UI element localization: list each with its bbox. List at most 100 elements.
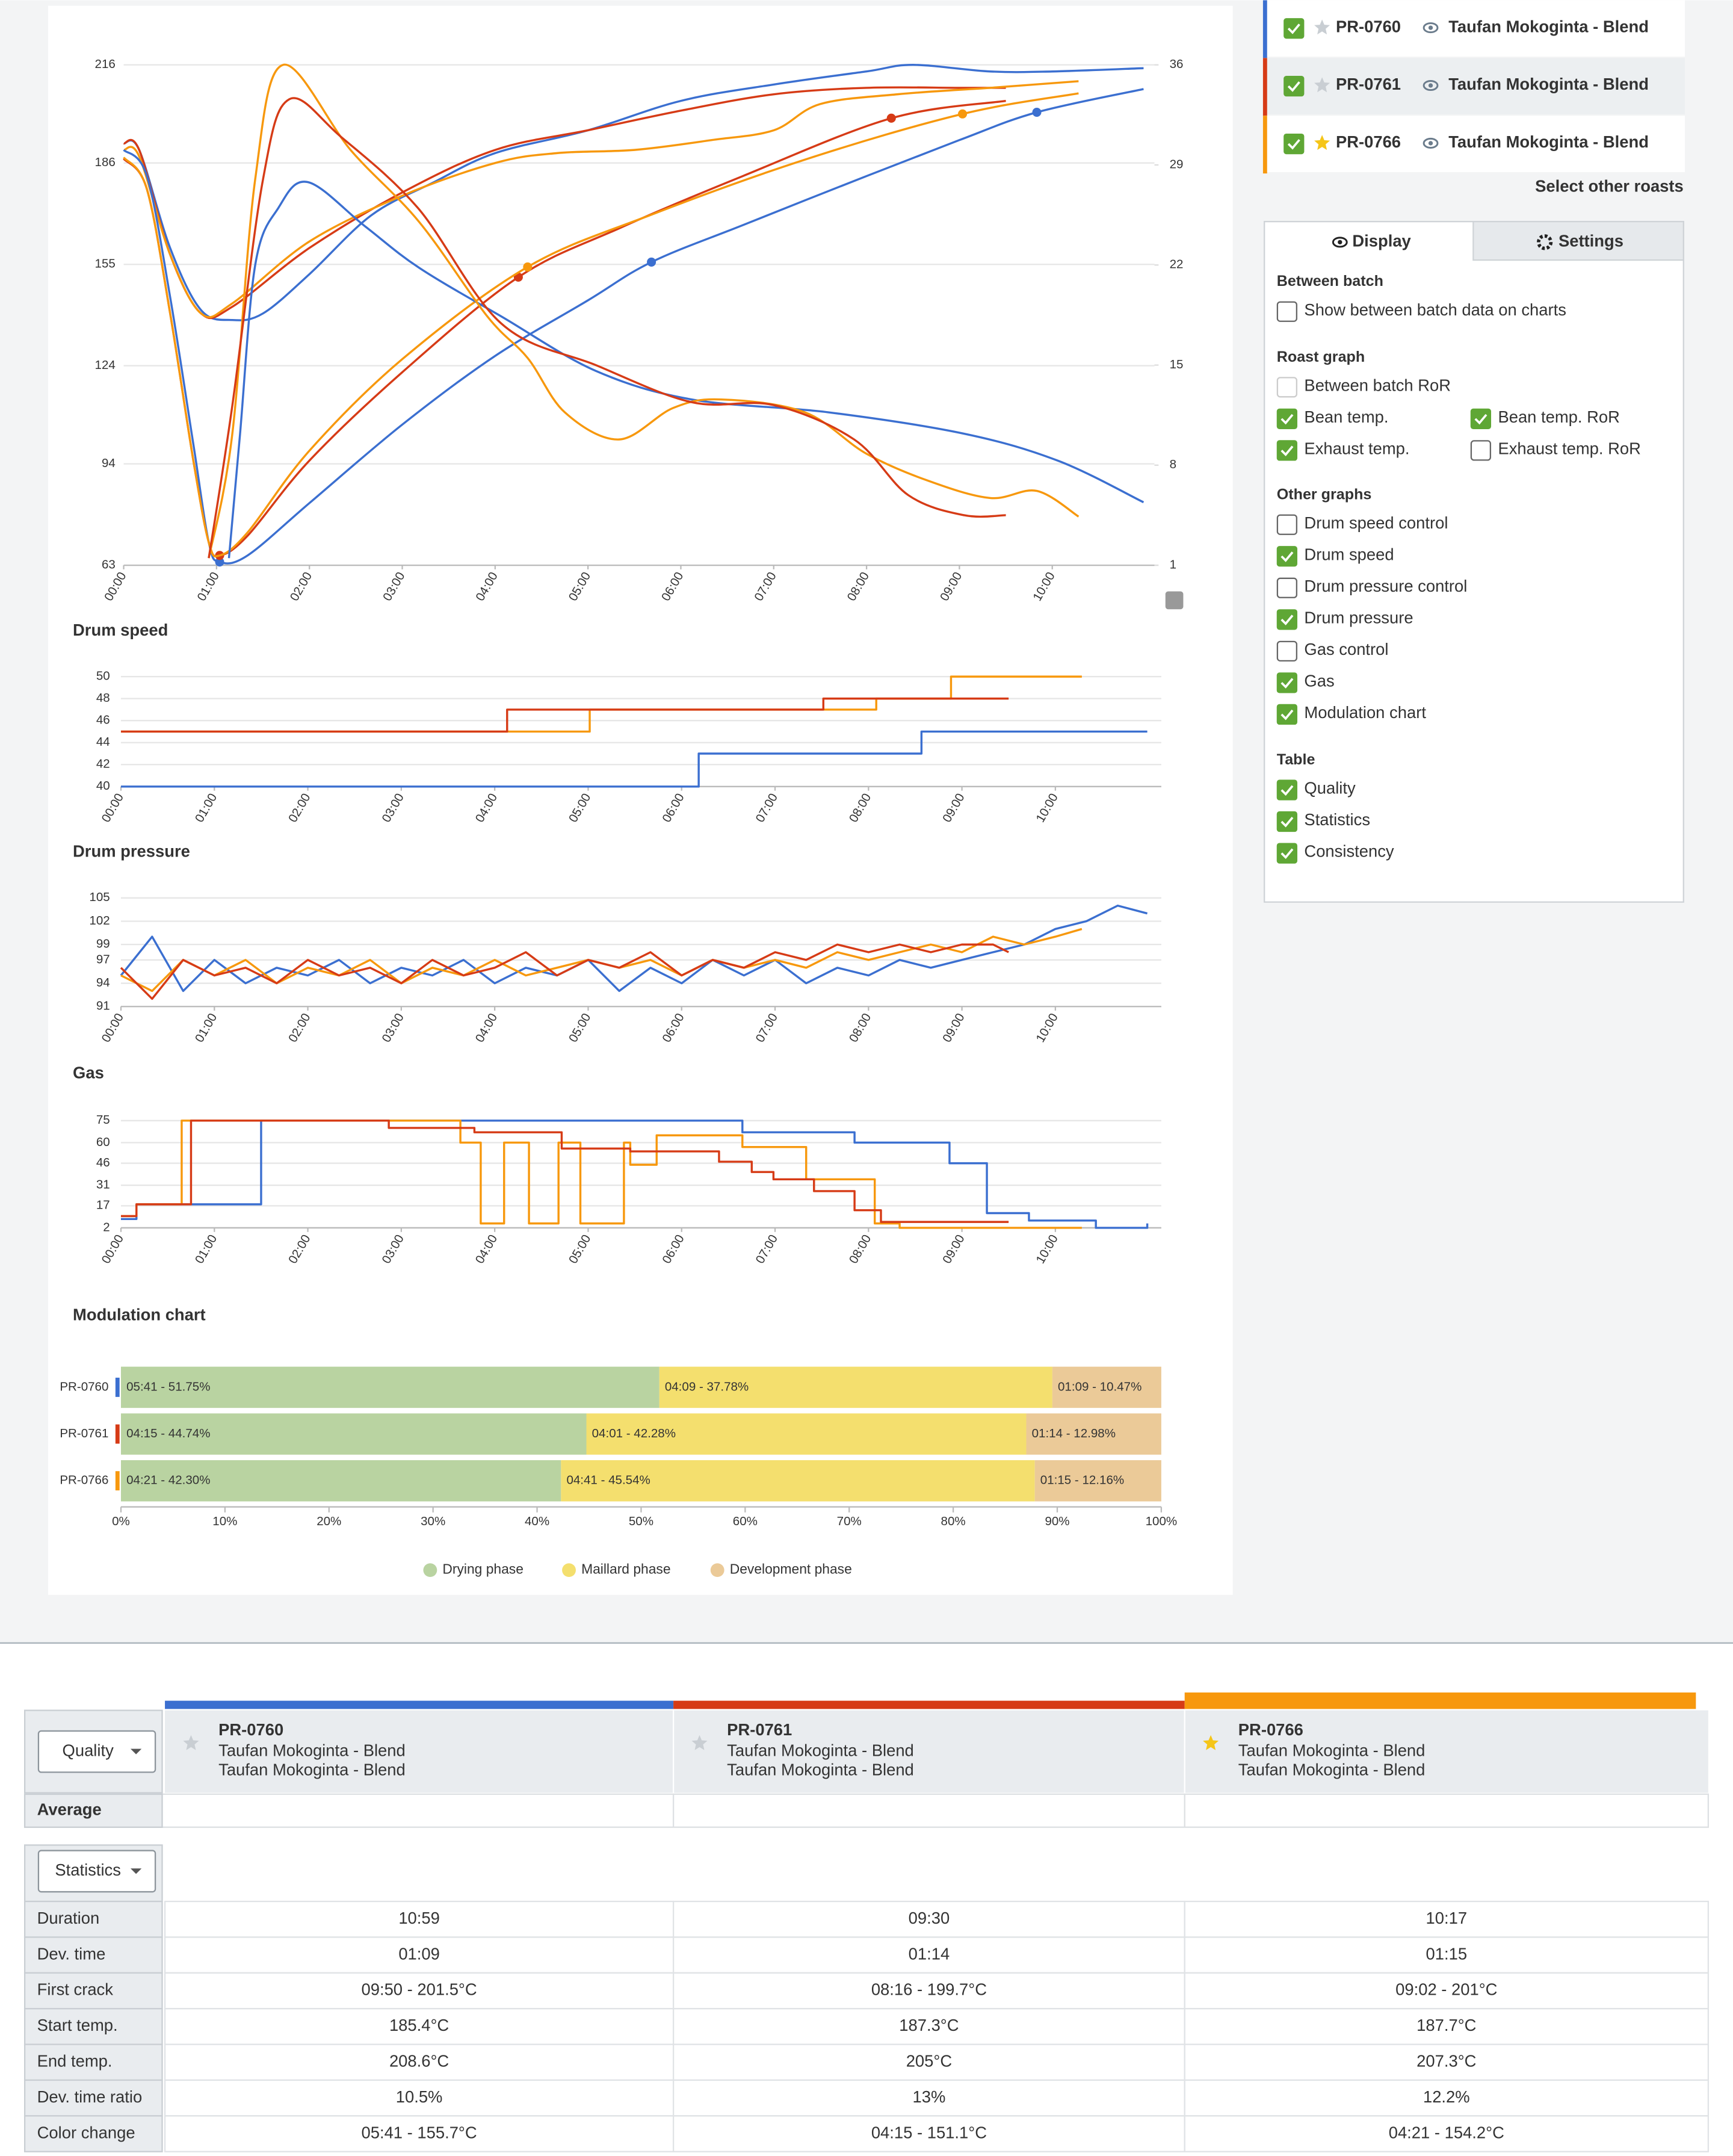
checkbox[interactable] xyxy=(1284,133,1305,155)
checkbox[interactable] xyxy=(1276,609,1298,630)
row-label-cell xyxy=(23,2079,163,2117)
checkbox[interactable] xyxy=(1276,301,1298,322)
cell-value: 10:59 xyxy=(398,1909,440,1927)
check-mark xyxy=(1474,414,1487,425)
check-mark xyxy=(1280,445,1294,456)
eye-pupil xyxy=(1428,141,1433,146)
legend-label: Maillard phase xyxy=(581,1561,670,1577)
star[interactable] xyxy=(1314,19,1330,35)
table-cell xyxy=(1184,1972,1710,2010)
row-label: Dev. time xyxy=(37,1944,106,1963)
bar-segment xyxy=(586,1413,1027,1455)
checkbox[interactable] xyxy=(1276,672,1298,693)
star[interactable] xyxy=(1203,1735,1219,1750)
roast-name: Taufan Mokoginta - Blend xyxy=(1448,75,1649,93)
option-label: Consistency xyxy=(1304,842,1394,861)
cell-value: 09:02 - 201°C xyxy=(1395,1980,1497,1999)
option-label: Bean temp. RoR xyxy=(1498,407,1620,426)
cell-value: 08:16 - 199.7°C xyxy=(871,1980,987,1999)
chart-title: Drum speed xyxy=(73,621,168,639)
checkbox[interactable] xyxy=(1470,440,1492,461)
checkbox[interactable] xyxy=(1276,779,1298,801)
y-tick-label: 50 xyxy=(96,669,110,683)
export-icon[interactable] xyxy=(1165,591,1184,610)
checkbox[interactable] xyxy=(1284,76,1305,97)
table-cell xyxy=(1184,2115,1710,2152)
dropdown[interactable] xyxy=(37,1850,156,1893)
x-tick-label: 90% xyxy=(1045,1514,1069,1528)
checkbox[interactable] xyxy=(1276,843,1298,864)
check-mark xyxy=(1280,615,1294,625)
legend-label: Development phase xyxy=(730,1561,852,1577)
star[interactable] xyxy=(183,1735,199,1750)
star[interactable] xyxy=(691,1735,708,1750)
bar-segment xyxy=(120,1413,587,1455)
check-mark xyxy=(1280,848,1294,860)
checkbox[interactable] xyxy=(1470,408,1492,429)
checkbox xyxy=(1276,377,1298,398)
y-tick-label: 94 xyxy=(102,456,116,470)
roast-row[interactable] xyxy=(1264,0,1685,57)
y-tick-label: 97 xyxy=(96,952,110,966)
series-line xyxy=(208,97,1006,559)
row-label: Color change xyxy=(37,2123,135,2142)
bar-label: 04:41 - 45.54% xyxy=(566,1473,650,1487)
checkbox[interactable] xyxy=(1276,577,1298,598)
settings-tab[interactable] xyxy=(1472,220,1684,261)
y-tick-label: 186 xyxy=(95,155,116,169)
check-mark xyxy=(1287,81,1300,92)
check-mark xyxy=(1287,23,1300,34)
bar-segment xyxy=(659,1366,1052,1408)
checkbox[interactable] xyxy=(1276,514,1298,535)
category-label: PR-0761 xyxy=(60,1426,108,1440)
star[interactable] xyxy=(1314,77,1330,93)
star[interactable] xyxy=(1314,135,1330,150)
bar-label: 01:09 - 10.47% xyxy=(1058,1380,1141,1393)
table-cell xyxy=(164,1972,675,2010)
option-label: Bean temp. xyxy=(1304,407,1388,426)
event-marker xyxy=(647,257,656,267)
select-other-roasts: Select other roasts xyxy=(1535,176,1684,195)
option-label: Show between batch data on charts xyxy=(1304,300,1566,319)
checkbox[interactable] xyxy=(1276,440,1298,461)
roast-color xyxy=(1262,58,1267,116)
roast-id: PR-0761 xyxy=(1336,75,1401,93)
series-line xyxy=(120,675,1082,733)
row-label: First crack xyxy=(37,1980,114,1999)
x-tick-label: 40% xyxy=(525,1514,549,1528)
checkbox[interactable] xyxy=(1276,408,1298,429)
bar-segment xyxy=(1034,1460,1161,1502)
average-label: Average xyxy=(37,1800,102,1819)
table-cell xyxy=(672,1972,1185,2010)
bar-label: 04:21 - 42.30% xyxy=(126,1473,210,1487)
checkbox[interactable] xyxy=(1276,546,1298,567)
event-marker xyxy=(958,109,968,119)
roast-row[interactable] xyxy=(1264,58,1685,114)
row-label-cell xyxy=(23,1900,163,1938)
table-cell xyxy=(672,2043,1185,2081)
y-tick-label: 94 xyxy=(96,976,110,990)
dropdown[interactable] xyxy=(37,1730,156,1773)
column-id: PR-0761 xyxy=(727,1720,792,1739)
checkbox[interactable] xyxy=(1276,811,1298,832)
y-tick-label: 40 xyxy=(96,779,110,793)
y-tick-label: 102 xyxy=(89,914,110,928)
chart-title: Modulation chart xyxy=(73,1305,206,1324)
checkbox[interactable] xyxy=(1276,704,1298,725)
option-heading: Table xyxy=(1277,751,1315,768)
cell-value: 208.6°C xyxy=(389,2052,449,2071)
bar-segment xyxy=(1026,1413,1161,1455)
x-tick-label: 0% xyxy=(112,1514,130,1528)
y-tick-label: 155 xyxy=(95,257,116,271)
roast-row[interactable] xyxy=(1264,116,1685,172)
checkbox[interactable] xyxy=(1276,640,1298,661)
checkbox[interactable] xyxy=(1284,18,1305,39)
table-cell xyxy=(1184,2008,1710,2045)
y-tick-label: 60 xyxy=(96,1135,110,1149)
cell-value: 04:15 - 151.1°C xyxy=(871,2123,987,2142)
row-label-cell xyxy=(23,2043,163,2081)
check-mark xyxy=(1280,678,1294,689)
table-cell xyxy=(164,1936,675,1974)
cell-value: 01:14 xyxy=(909,1944,950,1963)
